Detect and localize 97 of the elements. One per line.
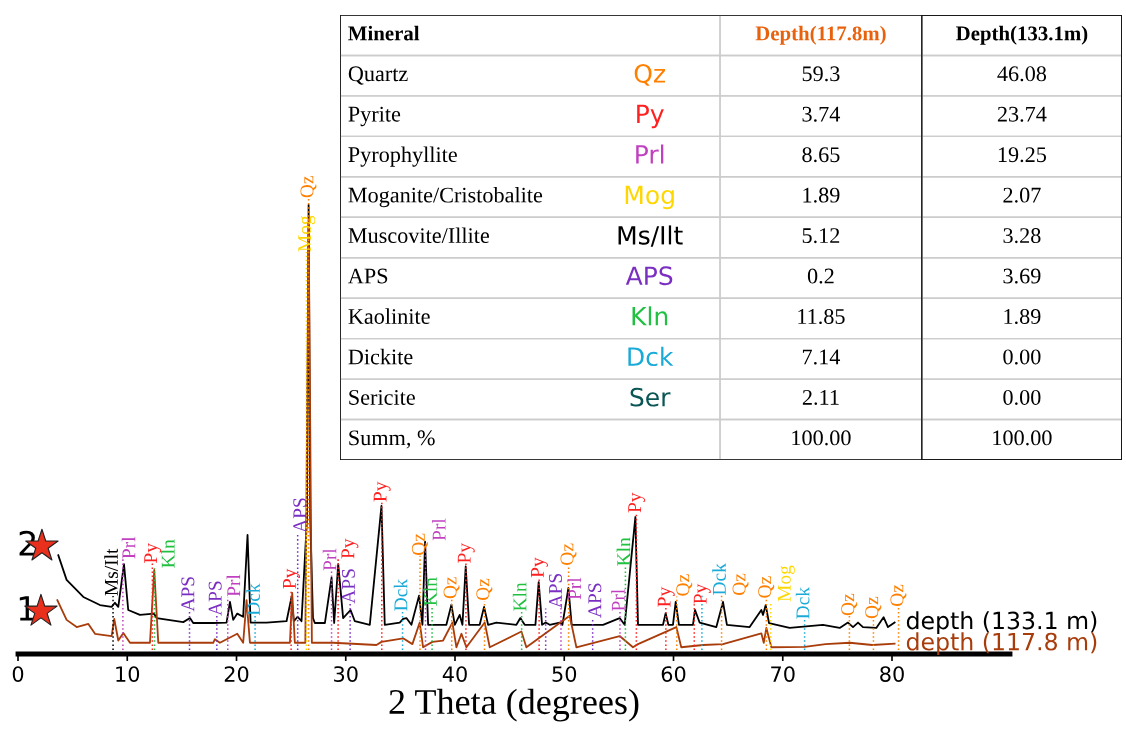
category-label: Moganite/Cristobalite [348,186,543,208]
data-label: 3.74 [802,106,841,122]
category-label: Mog [625,185,674,210]
data-label: 3.28 [1003,228,1041,244]
ref-line-label: Kln [512,582,527,611]
category-label: Summ, % [349,430,435,449]
x-tick-label: 10 [116,666,140,682]
ref-line-label: Dck [246,583,260,616]
ref-line-label: Py [341,538,359,559]
ref-line-label: Prl [611,589,625,611]
ref-line-label: Py [373,481,391,502]
data-label: 2.11 [802,389,839,405]
ref-line-label: Qz [676,574,693,596]
data-label: 7.14 [802,349,841,365]
category-label: Muscovite/Illite [348,227,489,244]
ref-line-label: APS [341,569,355,604]
data-label: 46.08 [997,66,1047,82]
x-tick-label: 30 [334,666,358,682]
legend-label: Depth(133.1m) [956,25,1088,45]
data-label: 23.74 [997,106,1047,122]
ref-line-label: Dck [795,587,810,619]
data-label: 11.85 [798,308,845,325]
data-label: 1.89 [1004,308,1041,325]
legend-label: Depth(117.8m) [755,25,886,45]
ref-line-label: Kln [423,577,437,606]
ref-line-label: Qz [865,596,882,619]
ref-line-label: Dck [712,563,726,595]
ref-line-label: Qz [411,533,428,555]
ref-line-label: Py [531,557,548,578]
data-label: 100.00 [792,430,851,446]
ref-line-label: Prl [431,518,446,541]
data-label: 0.00 [1003,389,1041,405]
ref-line-label: Qz [841,593,858,616]
ref-line-label: APS [588,583,602,618]
ref-line-label: Prl [322,548,337,571]
ref-line-label: APS [293,498,307,533]
x-tick-label: 70 [771,666,795,682]
series-label: depth (133.1 m) [906,611,1097,634]
category-label: Py [637,104,664,129]
data-label: 19.25 [998,147,1047,163]
ref-line-label: Prl [226,574,241,597]
ref-line-label: Py [657,586,675,607]
ref-line-label: Py [283,568,300,589]
x-tick-label: 0 [12,666,24,682]
text: Mineral [348,25,420,41]
ref-line-label: APS [208,581,222,616]
ref-line-label: APS [181,577,195,612]
ref-line-label: Qz [443,576,460,599]
ref-line-label: Kln [161,539,175,568]
x-tick-label: 50 [552,666,577,682]
ref-line-label: Py [457,543,475,563]
category-label: Kln [632,306,668,326]
data-label: 59.3 [802,66,840,82]
category-label: Ms/Ilt [618,225,683,247]
data-label: 1.89 [803,187,840,203]
ref-line-label: Py [693,583,711,604]
category-label: APS [625,266,673,286]
ref-line-label: Qz [300,176,317,198]
category-label: Kaolinite [348,308,430,324]
category-label: Quartz [348,66,408,85]
category-label: Dickite [348,348,413,365]
data-label: 2.07 [1003,187,1041,203]
x-tick-label: 60 [661,666,686,682]
ref-line-label: Qz [890,584,907,607]
category-label: Pyrophyllite [348,146,457,167]
category-label: Pyrite [348,106,401,127]
category-label: Qz [634,64,665,86]
ref-line-label: Qz [560,543,577,565]
x-tick-label: 40 [442,666,467,682]
ref-line-label: Qz [476,578,493,601]
ref-line-label: APS [548,573,563,609]
category-label: Prl [636,144,664,164]
ref-line-label: Kln [616,537,631,566]
data-label: 100.00 [993,430,1052,446]
data-label: 3.69 [1003,268,1041,284]
ref-line-label: Qz [732,573,749,596]
x-axis-title: 2 Theta (degrees) [389,688,639,722]
x-tick-label: 20 [224,666,249,682]
category-label: Ser [630,387,671,407]
ref-line-label: Py [144,543,162,564]
ref-line-label: Mog [298,215,316,252]
series-label: depth (117.8 m) [906,632,1097,656]
ref-line-label: Prl [121,536,136,559]
ref-line-label: Qz [758,576,775,598]
data-label: 8.65 [802,147,840,163]
ref-line-label: Prl [567,577,581,600]
ref-line-label: Ms/Ilt [104,548,118,596]
data-label: 0.00 [1003,349,1041,365]
data-label: 0.2 [807,268,834,284]
ref-line-label: Py [628,492,646,513]
ref-line-label: Dck [393,578,408,611]
x-tick-label: 80 [880,666,904,682]
category-label: APS [348,268,388,284]
data-label: 5.12 [802,228,840,244]
category-label: Sericite [349,389,415,405]
ref-line-label: Mog [777,565,795,602]
category-label: Dck [628,346,674,367]
